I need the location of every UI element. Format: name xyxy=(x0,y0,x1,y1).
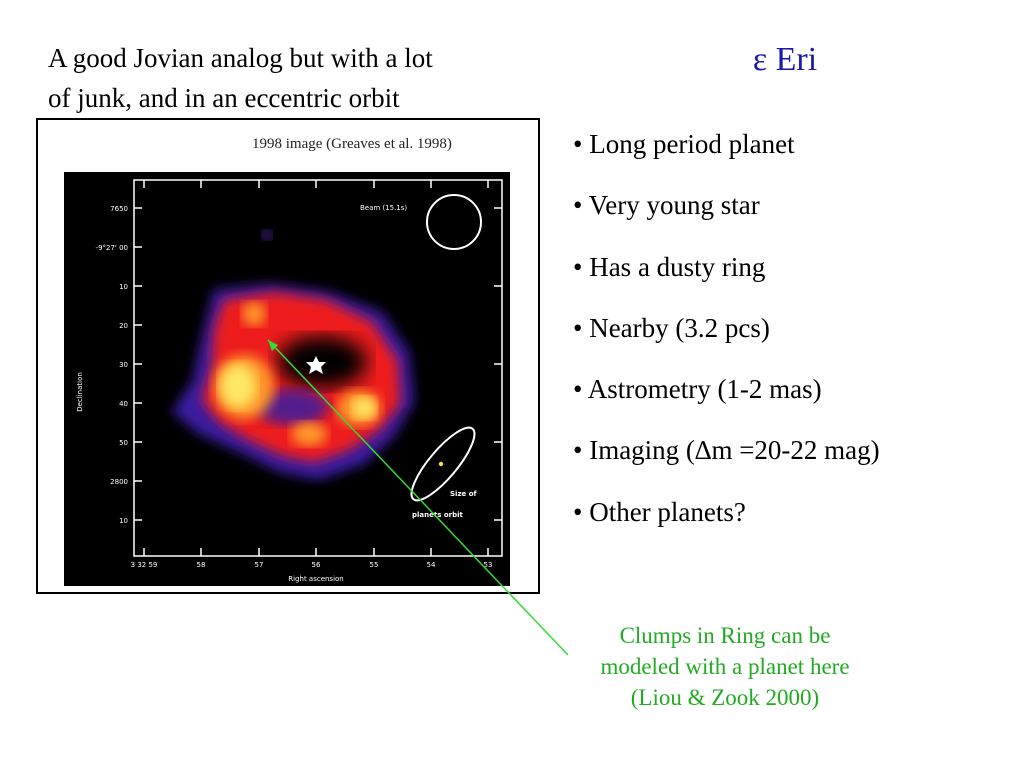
bullet-item: • Other planets? xyxy=(573,496,746,527)
x-tick-label: 56 xyxy=(312,561,321,569)
note-line: modeled with a planet here xyxy=(600,654,850,679)
faint-blob xyxy=(262,230,272,240)
y-axis-label: Declination xyxy=(76,372,84,412)
orbit-label-2: planets orbit xyxy=(412,511,463,519)
ring-image-svg: Beam (15.1s) Size of planets orbit 7650 … xyxy=(76,179,503,583)
x-tick-labels: 3 32 59 58 57 56 55 54 53 xyxy=(131,561,493,569)
y-tick-label: 2800 xyxy=(110,478,128,486)
bullet-item: • Has a dusty ring xyxy=(573,251,766,282)
bright-clump-east xyxy=(352,397,376,419)
note-line: Clumps in Ring can be xyxy=(619,623,831,648)
x-tick-label: 57 xyxy=(255,561,264,569)
x-axis-label: Right ascension xyxy=(288,575,344,583)
planet-marker xyxy=(438,461,444,467)
planet-note: Clumps in Ring can be modeled with a pla… xyxy=(560,620,890,713)
slide-title: ε Eri xyxy=(752,41,818,78)
x-tick-label: 53 xyxy=(484,561,493,569)
y-tick-label: 20 xyxy=(119,322,128,330)
y-tick-label: 40 xyxy=(119,400,128,408)
note-line: (Liou & Zook 2000) xyxy=(630,685,820,710)
x-tick-label: 55 xyxy=(370,561,379,569)
y-tick-labels: 7650 -9°27' 00 10 20 30 40 50 2800 10 xyxy=(96,205,128,525)
beam-circle xyxy=(426,194,482,250)
y-tick-label: -9°27' 00 xyxy=(96,244,128,252)
subtitle-line: A good Jovian analog but with a lot xyxy=(48,43,433,73)
beam-label: Beam (15.1s) xyxy=(360,204,407,212)
y-tick-label: 10 xyxy=(119,283,128,291)
subtitle-line: of junk, and in an eccentric orbit xyxy=(48,83,400,113)
y-tick-label: 7650 xyxy=(110,205,128,213)
y-tick-label: 30 xyxy=(119,361,128,369)
bullet-item: • Imaging (∆m =20-22 mag) xyxy=(573,435,880,466)
bright-clump-west xyxy=(220,364,256,408)
bullet-item: • Astrometry (1-2 mas) xyxy=(573,374,822,405)
y-tick-label: 50 xyxy=(119,439,128,447)
x-tick-label: 58 xyxy=(197,561,206,569)
x-tick-label: 54 xyxy=(427,561,436,569)
orbit-label: Size of xyxy=(450,490,478,498)
figure-caption: 1998 image (Greaves et al. 1998) xyxy=(252,136,452,152)
bullet-item: • Long period planet xyxy=(573,129,795,159)
slide-subtitle: A good Jovian analog but with a lot of j… xyxy=(48,38,548,118)
bullet-item: • Nearby (3.2 pcs) xyxy=(573,312,770,343)
bullet-list: • Long period planet • Very young star •… xyxy=(573,124,880,553)
ring-image: Beam (15.1s) Size of planets orbit 7650 … xyxy=(64,172,510,586)
dust-ring xyxy=(172,230,414,480)
y-tick-label: 10 xyxy=(119,517,128,525)
bullet-item: • Very young star xyxy=(573,190,760,221)
x-tick-label: 3 32 59 xyxy=(131,561,158,569)
